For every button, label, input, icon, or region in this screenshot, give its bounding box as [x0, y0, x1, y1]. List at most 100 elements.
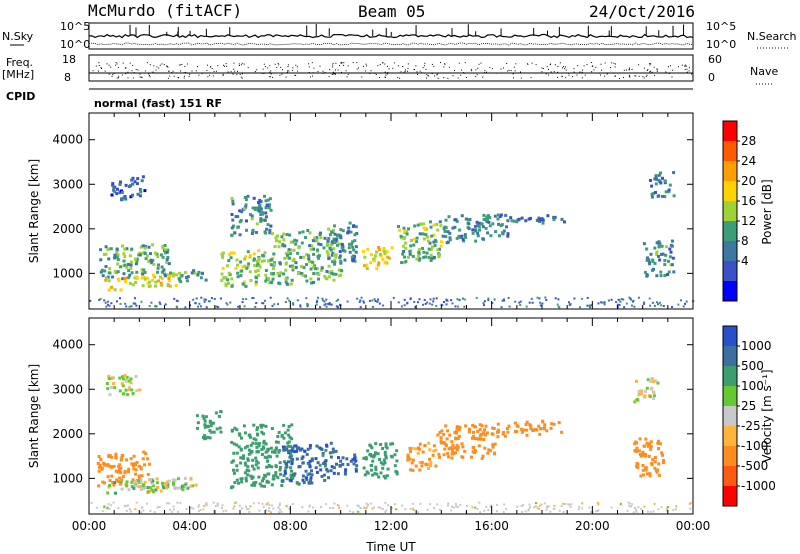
- range-gate-cell: [416, 451, 420, 455]
- range-gate-cell: [244, 198, 248, 202]
- freq-left-label: Freq.: [6, 56, 33, 69]
- range-gate-cell: [478, 423, 482, 427]
- range-gate-cell: [323, 300, 326, 303]
- range-gate-cell: [456, 437, 460, 440]
- range-gate-cell: [123, 255, 127, 258]
- nave-dot: [104, 70, 106, 72]
- range-gate-cell: [455, 236, 459, 240]
- colorbar-tick-label: 28: [741, 134, 756, 148]
- range-gate-cell: [489, 505, 492, 508]
- colorbar-tick-label: 8: [741, 234, 749, 248]
- nave-dot: [98, 65, 100, 66]
- nave-dot: [478, 63, 480, 65]
- range-gate-cell: [116, 258, 120, 262]
- range-gate-cell: [497, 430, 501, 433]
- range-gate-cell: [657, 245, 661, 249]
- range-gate-cell: [174, 284, 178, 288]
- colorbar-tick-label: 20: [741, 174, 756, 188]
- range-gate-cell: [110, 474, 114, 478]
- range-gate-cell: [129, 377, 133, 381]
- range-gate-cell: [437, 452, 441, 456]
- range-gate-cell: [137, 485, 141, 489]
- range-gate-cell: [195, 414, 199, 418]
- range-gate-cell: [321, 297, 324, 300]
- range-gate-cell: [121, 277, 125, 281]
- range-gate-cell: [408, 446, 412, 450]
- range-gate-cell: [151, 490, 155, 494]
- nave-dot: [116, 63, 118, 65]
- range-gate-cell: [131, 176, 135, 180]
- nave-dot: [118, 75, 120, 77]
- range-gate-cell: [332, 466, 336, 470]
- range-gate-cell: [445, 298, 448, 301]
- range-gate-cell: [607, 299, 610, 302]
- range-gate-cell: [464, 235, 467, 239]
- range-gate-cell: [108, 267, 112, 271]
- range-gate-cell: [357, 505, 360, 508]
- xtick-label: 08:00: [273, 519, 308, 533]
- range-gate-cell: [653, 460, 657, 464]
- range-gate-cell: [193, 271, 197, 275]
- range-gate-cell: [248, 510, 251, 513]
- range-gate-cell: [381, 462, 385, 466]
- range-gate-cell: [257, 257, 261, 261]
- range-gate-cell: [133, 180, 137, 184]
- range-gate-cell: [654, 182, 658, 186]
- range-gate-cell: [452, 506, 455, 509]
- range-gate-cell: [134, 262, 138, 266]
- range-gate-cell: [382, 249, 386, 253]
- range-gate-cell: [487, 297, 490, 300]
- range-gate-cell: [260, 484, 264, 488]
- range-gate-cell: [399, 236, 403, 240]
- range-gate-cell: [689, 507, 692, 510]
- range-gate-cell: [262, 254, 266, 258]
- range-gate-cell: [635, 510, 638, 513]
- nave-dot: [542, 68, 544, 70]
- range-gate-cell: [258, 265, 262, 269]
- nave-dot: [426, 77, 427, 79]
- range-gate-cell: [661, 176, 664, 180]
- range-gate-cell: [173, 478, 177, 482]
- range-gate-cell: [434, 448, 438, 452]
- range-gate-cell: [597, 302, 600, 305]
- colorbar-tick-label: 16: [741, 194, 756, 208]
- range-gate-cell: [274, 474, 278, 478]
- range-gate-cell: [471, 506, 474, 509]
- range-gate-cell: [558, 306, 561, 309]
- range-gate-cell: [146, 490, 150, 494]
- range-gate-cell: [124, 197, 128, 201]
- nave-dot: [672, 69, 674, 71]
- range-gate-cell: [552, 215, 556, 219]
- nave-dot: [363, 65, 364, 67]
- range-gate-cell: [645, 441, 649, 445]
- range-gate-cell: [385, 261, 389, 265]
- range-gate-cell: [635, 508, 637, 511]
- range-gate-cell: [130, 271, 134, 275]
- range-gate-cell: [545, 429, 549, 433]
- range-gate-cell: [308, 465, 312, 469]
- range-gate-cell: [103, 269, 107, 273]
- range-gate-cell: [403, 255, 407, 259]
- range-gate-cell: [127, 467, 131, 471]
- range-gate-cell: [112, 464, 116, 468]
- range-gate-cell: [541, 218, 545, 222]
- nave-dot: [236, 74, 238, 76]
- range-gate-cell: [435, 305, 438, 307]
- range-gate-cell: [346, 231, 350, 235]
- range-gate-cell: [669, 243, 673, 247]
- range-gate-cell: [421, 246, 425, 250]
- nave-dot: [431, 63, 433, 65]
- range-gate-cell: [645, 472, 649, 476]
- range-gate-cell: [292, 503, 294, 505]
- range-gate-cell: [373, 453, 377, 457]
- nave-dot: [513, 77, 514, 79]
- range-gate-cell: [354, 467, 358, 471]
- range-gate-cell: [164, 274, 167, 278]
- range-gate-cell: [256, 262, 260, 266]
- freq-right-tick-top: 60: [708, 53, 722, 66]
- range-gate-cell: [274, 447, 278, 451]
- range-gate-cell: [481, 454, 485, 458]
- range-gate-cell: [330, 465, 334, 469]
- nave-dot: [425, 68, 427, 70]
